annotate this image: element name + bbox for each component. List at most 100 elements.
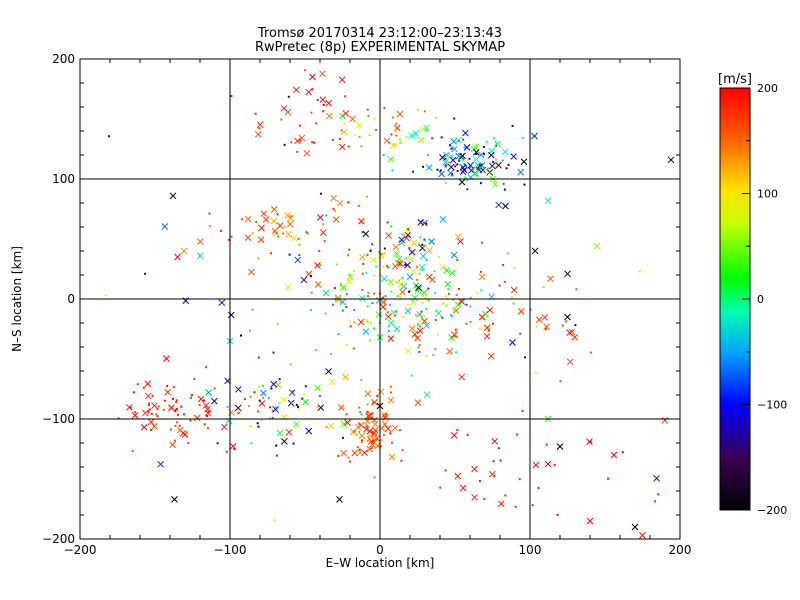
data-point-cross xyxy=(497,500,505,508)
data-point-dot xyxy=(175,399,178,402)
data-point-cross xyxy=(639,532,646,539)
data-point-dot xyxy=(421,268,424,271)
data-point-dot xyxy=(361,288,364,291)
data-point-cross xyxy=(280,414,288,421)
data-point-dot xyxy=(501,159,504,162)
data-point-dot xyxy=(297,406,300,409)
data-point-dot xyxy=(347,201,350,204)
data-point-dot xyxy=(379,445,382,448)
data-point-cross xyxy=(362,328,370,336)
data-point-cross xyxy=(419,252,427,260)
data-point-dot xyxy=(314,349,317,352)
data-point-dot xyxy=(537,487,540,490)
data-point-cross xyxy=(631,523,639,531)
data-point-dot xyxy=(298,243,301,246)
data-point-dot xyxy=(465,322,468,325)
data-point-cross xyxy=(408,325,416,332)
data-point-cross xyxy=(358,432,366,440)
data-point-dot xyxy=(447,292,450,295)
data-point-cross xyxy=(131,412,139,419)
data-point-dot xyxy=(395,122,398,125)
data-point-dot xyxy=(437,333,440,336)
data-point-dot xyxy=(299,139,302,142)
data-point-dot xyxy=(481,241,484,244)
data-point-dot xyxy=(166,384,169,387)
data-point-dot xyxy=(376,394,379,397)
data-point-dot xyxy=(310,309,313,312)
data-point-cross xyxy=(398,239,405,246)
data-point-cross xyxy=(144,380,152,388)
data-point-dot xyxy=(514,505,517,508)
data-point-dot xyxy=(367,291,370,294)
data-point-dot xyxy=(358,135,361,138)
data-point-dot xyxy=(402,315,405,318)
data-point-dot xyxy=(366,403,369,406)
data-point-dot xyxy=(478,480,481,483)
data-point-dot xyxy=(339,282,342,285)
data-point-dot xyxy=(390,441,393,444)
data-point-dot xyxy=(469,296,472,299)
x-tick-label: −100 xyxy=(214,543,247,557)
data-point-cross xyxy=(410,267,417,275)
data-point-cross xyxy=(322,289,330,297)
colorbar-tick-label: 100 xyxy=(757,188,778,201)
data-point-dot xyxy=(318,249,321,252)
data-point-dot xyxy=(156,415,159,418)
data-point-dot xyxy=(439,486,442,489)
data-point-dot xyxy=(191,393,194,396)
data-point-cross xyxy=(305,427,313,435)
data-point-dot xyxy=(404,263,407,266)
data-point-cross xyxy=(568,328,576,336)
data-point-dot xyxy=(521,137,524,140)
data-point-dot xyxy=(431,137,434,140)
data-point-cross xyxy=(271,227,279,235)
data-point-cross xyxy=(472,169,480,177)
data-point-cross xyxy=(356,449,364,456)
data-point-dot xyxy=(295,403,298,406)
data-point-cross xyxy=(300,276,308,284)
data-point-cross xyxy=(531,247,539,255)
data-point-dot xyxy=(455,294,458,297)
data-point-dot xyxy=(389,385,392,388)
data-point-dot xyxy=(485,140,488,143)
data-point-dot xyxy=(405,257,408,260)
data-point-cross xyxy=(347,274,354,281)
data-point-dot xyxy=(289,215,292,218)
data-point-dot xyxy=(257,257,260,260)
data-point-dot xyxy=(393,314,396,317)
data-point-dot xyxy=(329,352,332,355)
data-point-cross xyxy=(163,355,170,362)
data-point-cross xyxy=(423,322,431,329)
data-point-dot xyxy=(395,134,398,137)
data-point-dot xyxy=(353,347,356,350)
data-point-cross xyxy=(309,73,316,81)
data-point-cross xyxy=(221,423,228,431)
data-point-dot xyxy=(561,324,564,327)
data-point-dot xyxy=(493,137,496,140)
data-point-cross xyxy=(556,443,564,450)
data-point-cross xyxy=(260,210,268,217)
data-point-cross xyxy=(319,70,326,78)
data-point-dot xyxy=(147,410,150,413)
data-point-cross xyxy=(365,412,372,419)
data-point-dot xyxy=(426,275,429,278)
data-point-dot xyxy=(297,408,300,411)
data-point-dot xyxy=(304,385,307,388)
data-point-dot xyxy=(323,240,326,243)
data-point-dot xyxy=(391,322,394,325)
data-point-dot xyxy=(442,302,445,305)
data-point-cross xyxy=(586,517,594,525)
data-point-cross xyxy=(486,306,494,314)
data-point-dot xyxy=(216,442,219,445)
data-point-dot xyxy=(487,329,490,332)
data-point-cross xyxy=(218,299,226,307)
data-point-dot xyxy=(412,170,415,173)
data-point-dot xyxy=(251,308,254,311)
data-point-cross xyxy=(358,217,365,225)
data-point-dot xyxy=(333,287,336,290)
data-point-dot xyxy=(207,410,210,413)
data-point-dot xyxy=(469,320,472,323)
data-point-dot xyxy=(331,138,334,141)
data-point-cross xyxy=(244,215,252,223)
